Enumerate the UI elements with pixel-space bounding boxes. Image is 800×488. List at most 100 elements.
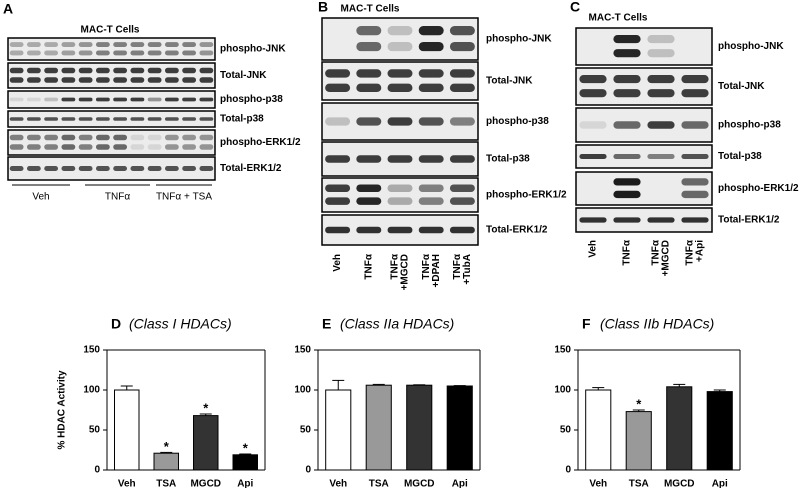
band <box>418 117 444 126</box>
band <box>164 97 179 102</box>
band <box>113 97 128 102</box>
lane-label: +MGCD <box>661 240 672 276</box>
band <box>325 155 351 163</box>
band <box>9 134 24 141</box>
row-label: Total-p38 <box>220 114 264 125</box>
band <box>325 226 351 234</box>
band <box>130 144 145 150</box>
band <box>387 184 413 192</box>
band <box>26 42 41 48</box>
band <box>387 155 413 163</box>
x-tick-label: Veh <box>589 479 607 488</box>
band <box>95 42 110 48</box>
band <box>356 83 382 93</box>
chart-title: (Class IIa HDACs) <box>340 316 454 332</box>
band <box>418 69 444 78</box>
band <box>95 144 110 150</box>
band <box>681 217 709 223</box>
band <box>199 77 214 83</box>
band <box>199 144 214 150</box>
band <box>113 42 128 48</box>
y-tick-label: 150 <box>554 345 571 356</box>
x-tick-label: Api <box>452 479 468 488</box>
row-label: phospho-ERK1/2 <box>486 190 567 201</box>
band <box>387 83 413 93</box>
band <box>130 117 145 121</box>
band <box>130 77 145 83</box>
panel-title: MAC-T Cells <box>589 13 648 24</box>
y-tick-label: 50 <box>560 425 572 436</box>
band <box>647 75 675 84</box>
x-tick-label: MGCD <box>664 479 695 488</box>
band <box>356 117 382 126</box>
y-tick-label: 150 <box>294 345 311 356</box>
blot-strip <box>7 129 216 156</box>
band <box>164 134 179 141</box>
band <box>647 153 675 160</box>
band <box>147 144 162 150</box>
band <box>647 217 675 223</box>
band <box>182 165 197 172</box>
row-label: Total-JNK <box>486 76 533 87</box>
row-label: Total-JNK <box>220 70 267 81</box>
band <box>9 77 24 83</box>
band <box>613 49 641 58</box>
band <box>164 117 179 121</box>
band <box>449 69 475 78</box>
band <box>9 42 24 48</box>
lane-label: Veh <box>332 254 343 272</box>
band <box>44 97 59 102</box>
band <box>44 42 59 48</box>
band <box>95 77 110 83</box>
chart-letter: E <box>322 316 331 332</box>
band <box>164 165 179 172</box>
band <box>130 42 145 48</box>
band <box>61 42 76 48</box>
band <box>613 89 641 98</box>
band <box>9 144 24 150</box>
band <box>164 77 179 83</box>
band <box>95 50 110 56</box>
y-tick-label: 50 <box>300 425 312 436</box>
row-label: phospho-JNK <box>718 41 784 52</box>
band <box>681 190 709 199</box>
band <box>95 117 110 121</box>
blot-strip <box>575 67 713 106</box>
y-tick-label: 50 <box>89 425 101 436</box>
band <box>356 25 382 36</box>
band <box>61 97 76 102</box>
band <box>579 153 607 160</box>
band <box>418 155 444 163</box>
blot-strip <box>7 110 216 128</box>
band <box>681 89 709 98</box>
band <box>44 77 59 83</box>
bar <box>114 389 140 471</box>
band <box>61 165 76 172</box>
blot-strip <box>321 17 479 61</box>
band <box>182 117 197 121</box>
lane-label: +TubA <box>462 254 473 285</box>
band <box>613 75 641 84</box>
band <box>44 67 59 74</box>
band <box>647 89 675 98</box>
blot-strip <box>575 144 713 169</box>
significance-star: * <box>164 439 170 454</box>
band <box>130 165 145 172</box>
band <box>95 67 110 74</box>
band <box>182 67 197 74</box>
band <box>613 35 641 44</box>
band <box>130 67 145 74</box>
row-label: Total-p38 <box>486 154 530 165</box>
band <box>78 67 93 74</box>
row-label: phospho-JNK <box>486 34 552 45</box>
band <box>61 117 76 121</box>
lane-label: Veh <box>588 240 599 258</box>
x-tick-label: MGCD <box>190 479 221 488</box>
group-label: TNFα + TSA <box>156 192 212 203</box>
band <box>26 67 41 74</box>
band <box>61 77 76 83</box>
bar <box>153 452 179 471</box>
lane-label: TNFα <box>622 239 633 265</box>
blot-strip <box>575 171 713 206</box>
x-tick-label: TSA <box>156 479 176 488</box>
